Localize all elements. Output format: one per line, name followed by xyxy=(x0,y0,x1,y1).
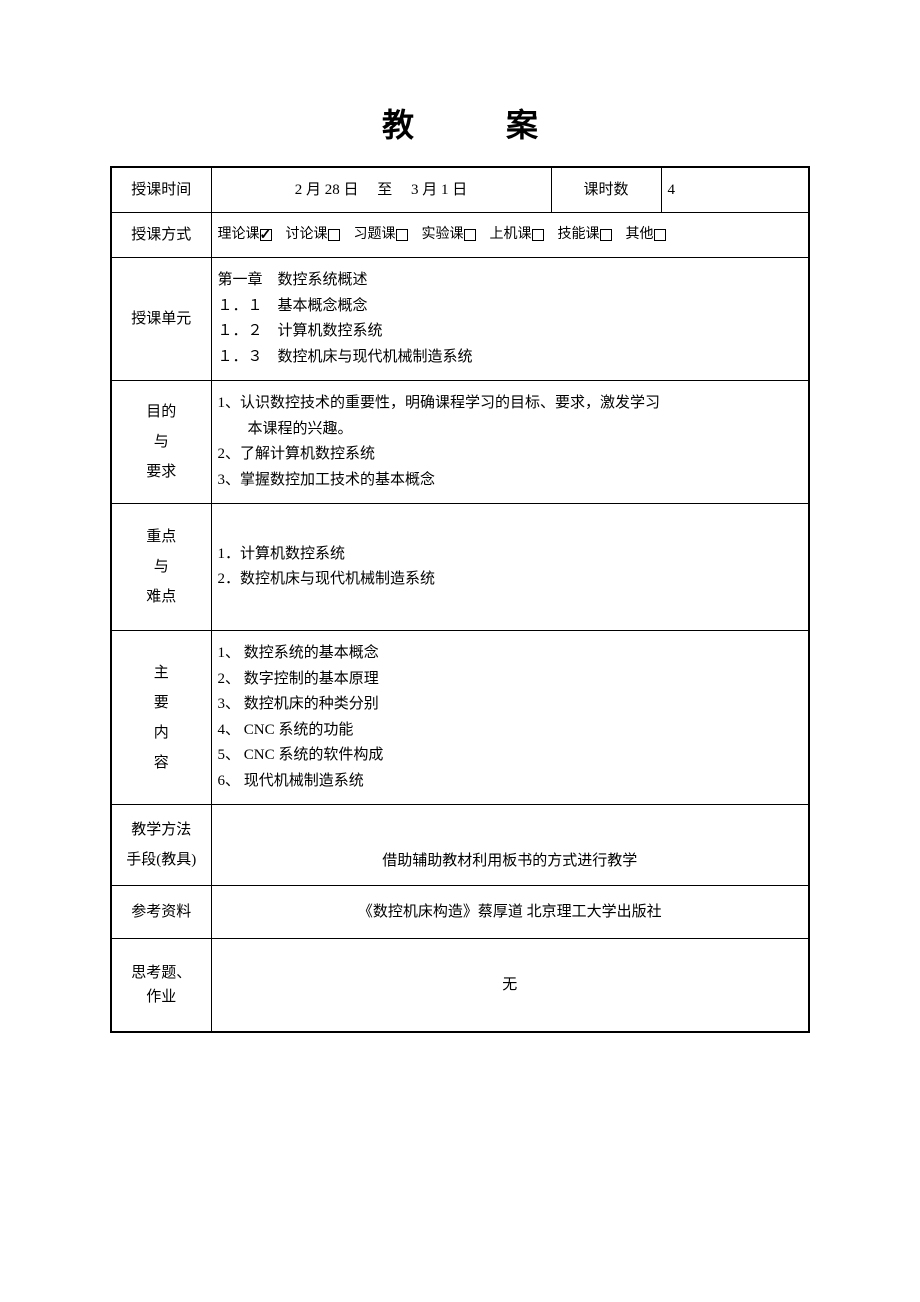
hours-label: 课时数 xyxy=(551,167,661,213)
methods-cell: 理论课 讨论课 习题课 实验课 上机课 技能课 其他 xyxy=(211,213,809,258)
method-option: 技能课 xyxy=(558,227,600,242)
page-title: 教 案 xyxy=(110,100,810,146)
checkbox-icon xyxy=(260,229,272,241)
method-option: 实验课 xyxy=(422,227,464,242)
teach-value: 借助辅助教材利用板书的方式进行教学 xyxy=(211,805,809,886)
checkbox-icon xyxy=(532,229,544,241)
table-row: 教学方法手段(教具) 借助辅助教材利用板书的方式进行教学 xyxy=(111,805,809,886)
table-row: 授课时间 2 月 28 日 至 3 月 1 日 课时数 4 xyxy=(111,167,809,213)
table-row: 重点与难点 1．计算机数控系统2．数控机床与现代机械制造系统 xyxy=(111,504,809,631)
checkbox-icon xyxy=(654,229,666,241)
method-option: 其他 xyxy=(626,227,654,242)
keypoint-label: 重点与难点 xyxy=(111,504,211,631)
content-value: 1、 数控系统的基本概念2、 数字控制的基本原理3、 数控机床的种类分别4、 C… xyxy=(211,631,809,805)
hw-value: 无 xyxy=(211,939,809,1033)
purpose-label: 目的与要求 xyxy=(111,381,211,504)
teach-label: 教学方法手段(教具) xyxy=(111,805,211,886)
ref-value: 《数控机床构造》蔡厚道 北京理工大学出版社 xyxy=(211,886,809,939)
method-label: 授课方式 xyxy=(111,213,211,258)
table-row: 授课单元 第一章 数控系统概述１．１ 基本概念概念１．２ 计算机数控系统１．３ … xyxy=(111,258,809,381)
checkbox-icon xyxy=(396,229,408,241)
table-row: 主要内容 1、 数控系统的基本概念2、 数字控制的基本原理3、 数控机床的种类分… xyxy=(111,631,809,805)
unit-value: 第一章 数控系统概述１．１ 基本概念概念１．２ 计算机数控系统１．３ 数控机床与… xyxy=(211,258,809,381)
method-option: 理论课 xyxy=(218,227,260,242)
table-row: 思考题、作业 无 xyxy=(111,939,809,1033)
time-value: 2 月 28 日 至 3 月 1 日 xyxy=(211,167,551,213)
table-row: 参考资料 《数控机床构造》蔡厚道 北京理工大学出版社 xyxy=(111,886,809,939)
method-option: 讨论课 xyxy=(286,227,328,242)
unit-label: 授课单元 xyxy=(111,258,211,381)
method-option: 上机课 xyxy=(490,227,532,242)
hours-value: 4 xyxy=(661,167,809,213)
ref-label: 参考资料 xyxy=(111,886,211,939)
lesson-plan-table: 授课时间 2 月 28 日 至 3 月 1 日 课时数 4 授课方式 理论课 讨论… xyxy=(110,166,810,1033)
table-row: 授课方式 理论课 讨论课 习题课 实验课 上机课 技能课 其他 xyxy=(111,213,809,258)
checkbox-icon xyxy=(464,229,476,241)
keypoint-value: 1．计算机数控系统2．数控机床与现代机械制造系统 xyxy=(211,504,809,631)
purpose-value: 1、认识数控技术的重要性，明确课程学习的目标、要求，激发学习 本课程的兴趣。2、… xyxy=(211,381,809,504)
checkbox-icon xyxy=(328,229,340,241)
table-row: 目的与要求 1、认识数控技术的重要性，明确课程学习的目标、要求，激发学习 本课程… xyxy=(111,381,809,504)
time-label: 授课时间 xyxy=(111,167,211,213)
content-label: 主要内容 xyxy=(111,631,211,805)
method-option: 习题课 xyxy=(354,227,396,242)
checkbox-icon xyxy=(600,229,612,241)
hw-label: 思考题、作业 xyxy=(111,939,211,1033)
